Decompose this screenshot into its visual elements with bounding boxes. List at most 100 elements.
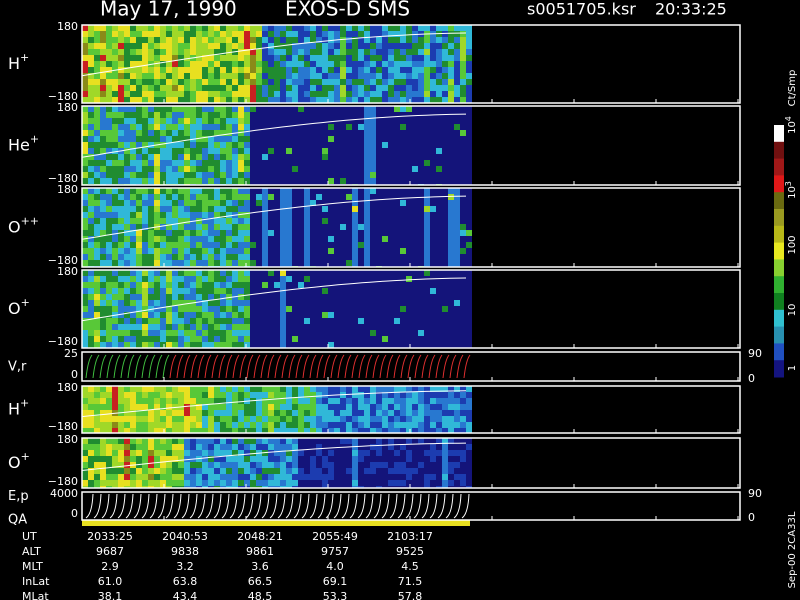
spectrogram-cell bbox=[448, 450, 454, 456]
spectrogram-cell bbox=[382, 248, 388, 254]
spectrogram-cell bbox=[364, 404, 370, 410]
spectrogram-cell bbox=[142, 224, 148, 230]
spectrogram-cell bbox=[250, 422, 256, 428]
spectrogram-cell bbox=[298, 270, 304, 276]
spectrogram-cell bbox=[346, 330, 352, 336]
spectrogram-cell bbox=[286, 336, 292, 342]
spectrogram-cell bbox=[316, 118, 322, 124]
spectrogram-cell bbox=[430, 410, 436, 416]
spectrogram-cell bbox=[208, 49, 214, 55]
spectrogram-cell bbox=[112, 288, 118, 294]
spectrogram-cell bbox=[376, 230, 382, 236]
spectrogram-cell bbox=[412, 85, 418, 91]
spectrogram-cell bbox=[436, 230, 442, 236]
spectrogram-cell bbox=[136, 73, 142, 79]
spectrogram-cell bbox=[106, 336, 112, 342]
spectrogram-cell bbox=[412, 124, 418, 130]
spectrogram-cell bbox=[196, 142, 202, 148]
spectrogram-cell bbox=[196, 91, 202, 97]
spectrogram-cell bbox=[148, 450, 154, 456]
spectrogram-cell bbox=[250, 112, 256, 118]
spectrogram-cell bbox=[466, 200, 472, 206]
spectrogram-cell bbox=[280, 154, 286, 160]
spectrogram-cell bbox=[418, 330, 424, 336]
spectrogram-cell bbox=[250, 154, 256, 160]
spectrogram-cell bbox=[256, 480, 262, 486]
vr-mark bbox=[190, 354, 198, 379]
spectrogram-cell bbox=[136, 160, 142, 166]
spectrogram-cell bbox=[154, 342, 160, 348]
spectrogram-cell bbox=[184, 300, 190, 306]
spectrogram-cell bbox=[118, 450, 124, 456]
spectrogram-cell bbox=[202, 236, 208, 242]
spectrogram-cell bbox=[304, 404, 310, 410]
spectrogram-cell bbox=[370, 276, 376, 282]
spectrogram-cell bbox=[256, 270, 262, 276]
spectrogram-cell bbox=[454, 106, 460, 112]
spectrogram-cell bbox=[262, 474, 268, 480]
spectrogram-cell bbox=[358, 188, 364, 194]
spectrogram-cell bbox=[406, 25, 412, 31]
spectrogram-cell bbox=[112, 130, 118, 136]
spectrogram-cell bbox=[154, 85, 160, 91]
spectrogram-cell bbox=[346, 480, 352, 486]
spectrogram-cell bbox=[208, 142, 214, 148]
spectrogram-cell bbox=[94, 188, 100, 194]
spectrogram-cell bbox=[442, 166, 448, 172]
spectrogram-cell bbox=[82, 474, 88, 480]
spectrogram-cell bbox=[292, 79, 298, 85]
spectrogram-cell bbox=[100, 130, 106, 136]
spectrogram-cell bbox=[286, 276, 292, 282]
spectrogram-cell bbox=[376, 31, 382, 37]
spectrogram-cell bbox=[436, 468, 442, 474]
spectrogram-cell bbox=[112, 166, 118, 172]
spectrogram-cell bbox=[376, 206, 382, 212]
spectrogram-cell bbox=[190, 330, 196, 336]
spectrogram-cell bbox=[112, 242, 118, 248]
spectrogram-cell bbox=[286, 73, 292, 79]
spectrogram-cell bbox=[442, 85, 448, 91]
spectrogram-cell bbox=[232, 480, 238, 486]
spectrogram-cell bbox=[394, 282, 400, 288]
spectrogram-cell bbox=[310, 91, 316, 97]
spectrogram-cell bbox=[220, 112, 226, 118]
spectrogram-cell bbox=[238, 242, 244, 248]
spectrogram-cell bbox=[112, 124, 118, 130]
spectrogram-cell bbox=[292, 270, 298, 276]
spectrogram-cell bbox=[322, 342, 328, 348]
spectrogram-cell bbox=[226, 130, 232, 136]
spectrogram-cell bbox=[88, 178, 94, 184]
spectrogram-cell bbox=[430, 450, 436, 456]
spectrogram-cell bbox=[292, 386, 298, 392]
spectrogram-cell bbox=[88, 166, 94, 172]
spectrogram-cell bbox=[388, 194, 394, 200]
spectrogram-cell bbox=[352, 118, 358, 124]
spectrogram-cell bbox=[448, 85, 454, 91]
spectrogram-cell bbox=[226, 37, 232, 43]
spectrogram-cell bbox=[130, 242, 136, 248]
spectrogram-cell bbox=[364, 188, 370, 194]
spectrogram-cell bbox=[436, 154, 442, 160]
spectrogram-cell bbox=[454, 154, 460, 160]
spectrogram-cell bbox=[364, 324, 370, 330]
spectrogram-cell bbox=[262, 486, 268, 488]
spectrogram-cell bbox=[310, 324, 316, 330]
spectrogram-cell bbox=[112, 49, 118, 55]
spectrogram-cell bbox=[364, 118, 370, 124]
spectrogram-cell bbox=[448, 444, 454, 450]
spectrogram-cell bbox=[154, 438, 160, 444]
spectrogram-cell bbox=[268, 318, 274, 324]
spectrogram-cell bbox=[298, 67, 304, 73]
spectrogram-cell bbox=[166, 79, 172, 85]
vr-mark bbox=[449, 354, 457, 379]
spectrogram-cell bbox=[256, 404, 262, 410]
spectrogram-cell bbox=[208, 188, 214, 194]
spectrogram-cell bbox=[208, 260, 214, 266]
spectrogram-cell bbox=[352, 386, 358, 392]
spectrogram-cell bbox=[154, 172, 160, 178]
spectrogram-cell bbox=[406, 218, 412, 224]
spectrogram-cell bbox=[436, 480, 442, 486]
spectrogram-cell bbox=[244, 410, 250, 416]
spectrogram-cell bbox=[106, 206, 112, 212]
spectrogram-cell bbox=[388, 318, 394, 324]
